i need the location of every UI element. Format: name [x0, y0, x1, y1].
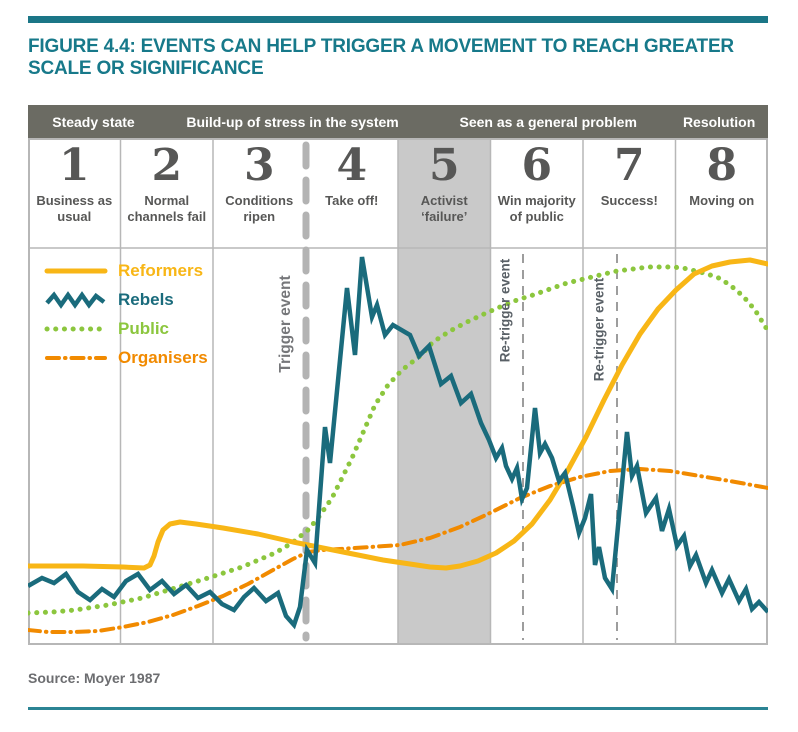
- stage-number-2: 2: [151, 140, 183, 191]
- stage-cell-6: 6 Win majority of public: [491, 138, 584, 248]
- stage-cell-1: 1 Business as usual: [28, 138, 121, 248]
- stage-cell-3: 3 Conditions ripen: [213, 138, 306, 248]
- figure-border: [28, 138, 768, 645]
- legend-item-organisers: Organisers: [44, 343, 208, 372]
- legend-item-public: Public: [44, 314, 208, 343]
- stage-label-1: Business as usual: [36, 193, 113, 224]
- source-note: Source: Moyer 1987: [28, 670, 161, 686]
- series-rebels-line: [28, 256, 768, 630]
- bottom-rule: [28, 707, 768, 710]
- chart-legend: Reformers Rebels Public Organisers: [44, 256, 208, 372]
- stage-number-3: 3: [243, 140, 275, 191]
- stage-number-6: 6: [521, 140, 553, 191]
- phase-steady-state: Steady state: [28, 105, 159, 138]
- stage-label-2: Normal channels fail: [127, 193, 207, 224]
- organisers-line-sample: [45, 355, 107, 360]
- figure-title: FIGURE 4.4: EVENTS CAN HELP TRIGGER A MO…: [28, 36, 734, 80]
- stage-number-4: 4: [336, 140, 368, 191]
- phase-resolution: Resolution: [670, 105, 768, 138]
- phase-label: Build-up of stress in the system: [186, 113, 399, 130]
- stage-label-4: Take off!: [325, 193, 379, 209]
- phase-seen-as-a-general-problem: Seen as a general problem: [426, 105, 670, 138]
- plot-area: [28, 256, 768, 634]
- phase-build-up-of-stress-in-the-system: Build-up of stress in the system: [159, 105, 426, 138]
- stage-number-5: 5: [428, 140, 460, 191]
- stage-number-1: 1: [58, 140, 90, 191]
- stage-label-8: Moving on: [689, 193, 755, 209]
- stage-row: 1 Business as usual 2 Normal channels fail 3…: [28, 138, 768, 248]
- trigger-event-label-0: Trigger event: [277, 275, 294, 373]
- movement-chart: [28, 138, 768, 645]
- rebels-line-sample: [45, 290, 106, 309]
- legend-label-public: Public: [118, 318, 170, 338]
- reformers-line-sample: [44, 268, 108, 273]
- series-public-line: [28, 264, 768, 616]
- legend-item-reformers: Reformers: [44, 256, 208, 285]
- series-reformers-line: [28, 257, 768, 571]
- stage-cell-4: 4 Take off!: [306, 138, 399, 248]
- phase-label: Resolution: [682, 113, 756, 130]
- re-trigger-event-label-2: Re-trigger event: [591, 277, 607, 382]
- public-line-sample: [44, 326, 108, 331]
- phase-label: Seen as a general problem: [459, 113, 637, 130]
- stage-label-3: Conditions ripen: [225, 193, 294, 224]
- legend-item-rebels: Rebels: [44, 285, 208, 314]
- figure-body: 1 Business as usual 2 Normal channels fail 3…: [28, 138, 768, 645]
- stage-number-8: 8: [706, 140, 738, 191]
- stage-label-6: Win majority of public: [497, 193, 576, 224]
- top-rule: [28, 16, 768, 23]
- stage-label-5: Activist ‘failure’: [420, 193, 468, 224]
- phase-bar: Steady state Build-up of stress in the sy…: [28, 105, 768, 138]
- stage-cell-5: 5 Activist ‘failure’: [398, 138, 491, 248]
- stage-label-7: Success!: [600, 193, 658, 209]
- stage-cell-8: 8 Moving on: [676, 138, 769, 248]
- re-trigger-event-label-1: Re-trigger event: [497, 258, 513, 363]
- stage-cell-7: 7 Success!: [583, 138, 676, 248]
- legend-label-rebels: Rebels: [118, 289, 174, 309]
- figure: Steady state Build-up of stress in the sy…: [28, 105, 768, 645]
- legend-label-reformers: Reformers: [118, 260, 204, 280]
- stage-number-7: 7: [613, 140, 645, 191]
- legend-label-organisers: Organisers: [118, 347, 208, 367]
- stage-cell-2: 2 Normal channels fail: [121, 138, 214, 248]
- phase-label: Steady state: [52, 113, 135, 130]
